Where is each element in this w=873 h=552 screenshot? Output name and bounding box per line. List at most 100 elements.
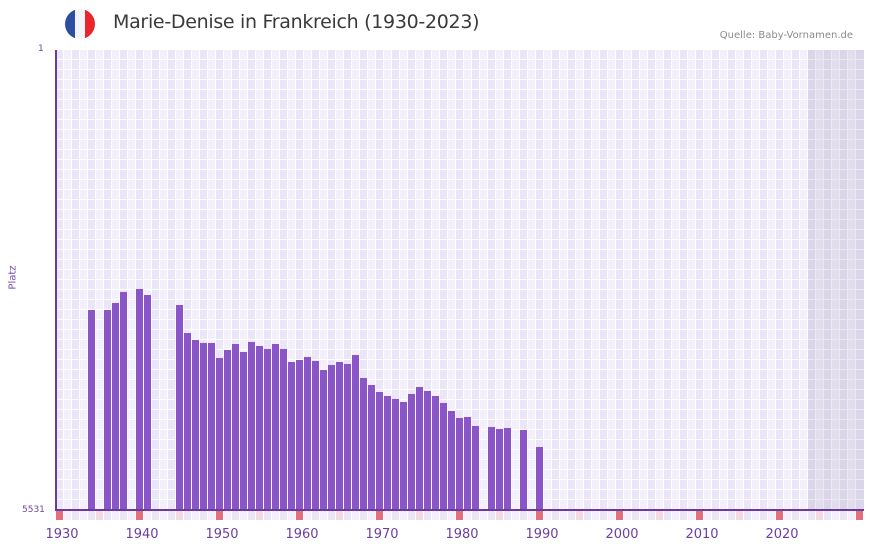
grid-column [488,50,496,510]
bar-1986[interactable] [504,427,511,510]
year-marker [624,511,631,520]
grid-column [640,50,648,510]
year-marker [552,511,559,520]
bar-1948[interactable] [200,342,207,510]
year-marker [272,511,279,520]
bar-1955[interactable] [256,346,263,510]
bar-1970[interactable] [376,392,383,510]
bar-1947[interactable] [192,339,199,510]
grid-column [96,50,104,510]
bar-1988[interactable] [520,429,527,510]
bar-1971[interactable] [384,396,391,510]
bar-1978[interactable] [440,403,447,510]
grid-column [688,50,696,510]
bar-1937[interactable] [112,303,119,510]
grid-column [144,50,152,510]
bar-1966[interactable] [344,364,351,510]
bar-1934[interactable] [88,310,95,510]
bar-1941[interactable] [144,294,151,510]
bar-1974[interactable] [408,394,415,510]
year-marker [288,511,295,520]
year-marker [744,511,751,520]
year-marker [616,511,623,520]
year-marker [688,511,695,520]
bar-1963[interactable] [320,370,327,510]
grid-column [128,50,136,510]
bar-1972[interactable] [392,399,399,510]
bar-1940[interactable] [136,288,143,510]
bar-1990[interactable] [536,447,543,510]
bar-1968[interactable] [360,378,367,510]
bar-1949[interactable] [208,342,215,510]
bar-1952[interactable] [232,343,239,510]
bar-1980[interactable] [456,418,463,510]
bar-1973[interactable] [400,402,407,510]
bar-1975[interactable] [416,387,423,510]
grid-line [407,50,408,510]
bar-1959[interactable] [288,362,295,510]
grid-line [159,50,160,510]
bar-1976[interactable] [424,391,431,510]
bar-1936[interactable] [104,310,111,510]
grid-column [608,50,616,510]
bar-1967[interactable] [352,355,359,510]
bar-1960[interactable] [296,360,303,510]
bar-1956[interactable] [264,349,271,510]
grid-column [160,50,168,510]
bar-1954[interactable] [248,341,255,510]
grid-line [367,50,368,510]
bar-1962[interactable] [312,361,319,510]
grid-column [376,50,384,510]
x-tick-label: 2000 [605,527,639,542]
grid-line [327,50,328,510]
grid-line [319,50,320,510]
bar-1985[interactable] [496,428,503,510]
year-marker [120,511,127,520]
grid-line [191,50,192,510]
bar-1979[interactable] [448,411,455,510]
year-marker [416,511,423,520]
grid-line [679,50,680,510]
grid-line [487,50,488,510]
grid-line [671,50,672,510]
year-marker [144,511,151,520]
year-marker [776,511,783,520]
year-marker [208,511,215,520]
bar-1945[interactable] [176,305,183,510]
bar-1953[interactable] [240,352,247,510]
bar-1964[interactable] [328,365,335,510]
grid-column [704,50,712,510]
grid-line [255,50,256,510]
bar-1957[interactable] [272,343,279,510]
bar-1950[interactable] [216,358,223,510]
bar-1981[interactable] [464,417,471,510]
bar-1946[interactable] [184,333,191,510]
bar-1984[interactable] [488,426,495,510]
year-marker [472,511,479,520]
bar-1969[interactable] [368,384,375,510]
bar-1961[interactable] [304,357,311,510]
grid-column [232,50,240,510]
year-marker [384,511,391,520]
year-marker [752,511,759,520]
grid-line [127,50,128,510]
y-axis-line [55,50,57,511]
grid-column [264,50,272,510]
grid-column [240,50,248,510]
grid-line [655,50,656,510]
grid-line [471,50,472,510]
year-marker [672,511,679,520]
bar-1965[interactable] [336,362,343,510]
grid-line [607,50,608,510]
bar-1938[interactable] [120,291,127,510]
bar-1958[interactable] [280,349,287,510]
grid-line [175,50,176,510]
grid-line [503,50,504,510]
bar-1951[interactable] [224,350,231,510]
grid-line [56,409,864,410]
bar-1982[interactable] [472,426,479,510]
grid-line [623,50,624,510]
grid-column [696,50,704,510]
grid-column [200,50,208,510]
bar-1977[interactable] [432,396,439,510]
